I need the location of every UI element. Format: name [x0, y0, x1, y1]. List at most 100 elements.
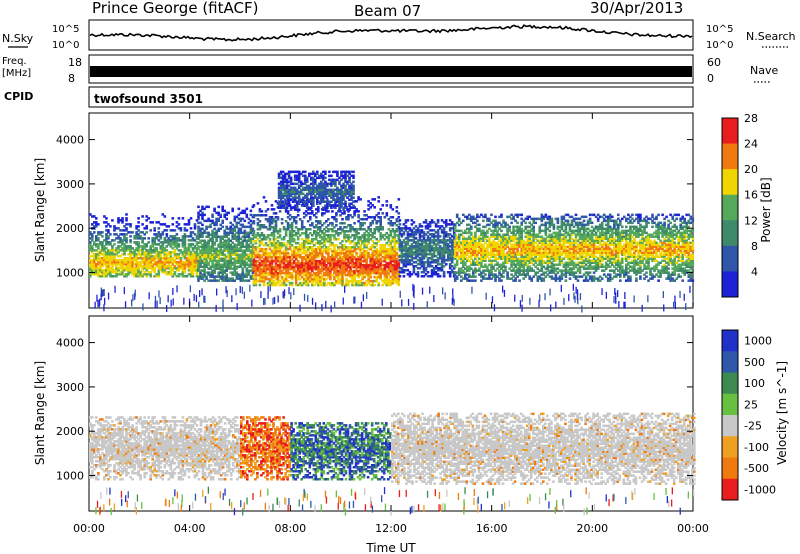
scatter-cell — [341, 281, 344, 285]
scatter-cell — [241, 267, 245, 270]
scatter-cell — [284, 271, 288, 275]
scatter-cell — [105, 267, 108, 270]
scatter-cell — [342, 206, 345, 209]
scatter-cell — [442, 271, 446, 274]
scatter-cell — [123, 263, 126, 266]
scatter-cell — [249, 227, 253, 231]
scatter-cell — [320, 200, 323, 203]
scatter-cell — [282, 283, 286, 287]
scatter-cell — [272, 255, 276, 259]
scatter-cell — [339, 246, 342, 249]
scatter-cell — [320, 176, 323, 180]
scatter-cell — [349, 253, 352, 257]
scatter-cell — [280, 246, 284, 249]
scatter-cell — [334, 178, 337, 182]
scatter-cell — [262, 275, 266, 279]
scatter-cell — [325, 234, 328, 237]
scatter-cell — [412, 221, 416, 224]
scatter-cell — [157, 227, 161, 230]
scatter-cell — [251, 277, 255, 280]
scatter-cell — [339, 271, 342, 275]
scatter-cell — [336, 200, 339, 203]
scatter-cell — [260, 247, 264, 251]
nsky-tick-bottom: 10^0 — [52, 40, 79, 51]
scatter-cell — [288, 281, 292, 285]
scatter-cell — [117, 227, 120, 230]
scatter-cell — [389, 247, 393, 251]
scatter-cell — [209, 273, 212, 276]
scatter-cell — [377, 271, 380, 275]
scatter-cell — [225, 225, 228, 229]
scatter-cell — [254, 253, 258, 257]
scatter-cell — [264, 269, 268, 273]
scatter-cell — [353, 261, 356, 265]
scatter-cell — [89, 249, 92, 252]
scatter-cell — [201, 227, 204, 231]
scatter-cell — [308, 190, 311, 194]
scatter-cell — [293, 196, 297, 199]
scatter-cell — [302, 281, 306, 285]
scatter-cell — [201, 211, 204, 215]
scatter-cell — [189, 231, 193, 234]
scatter-cell — [329, 271, 332, 275]
scatter-cell — [325, 226, 328, 229]
scatter-cell — [344, 178, 347, 182]
scatter-cell — [353, 236, 356, 239]
scatter-cell — [357, 240, 360, 243]
scatter-cell — [272, 269, 276, 273]
scatter-cell — [404, 247, 408, 250]
scatter-cell — [389, 232, 393, 235]
scatter-cell — [189, 255, 193, 258]
scatter-cell — [343, 257, 346, 261]
scatter-cell — [191, 247, 195, 250]
scatter-cell — [151, 257, 154, 260]
scatter-cell — [278, 263, 282, 267]
scatter-cell — [320, 184, 323, 188]
scatter-cell — [381, 246, 384, 249]
scatter-cell — [359, 222, 362, 225]
scatter-cell — [357, 271, 360, 275]
scatter-cell — [397, 198, 401, 201]
scatter-cell — [311, 247, 314, 251]
scatter-cell — [239, 273, 243, 276]
scatter-cell — [482, 219, 485, 223]
scatter-cell — [264, 255, 268, 259]
scatter-cell — [304, 275, 308, 279]
scatter-cell — [157, 265, 161, 268]
scatter-cell — [252, 269, 256, 273]
scatter-cell — [95, 217, 98, 220]
scatter-cell — [316, 200, 319, 203]
scatter-cell — [288, 230, 292, 233]
scatter-cell — [363, 275, 366, 279]
scatter-cell — [329, 281, 332, 285]
scatter-cell — [249, 241, 253, 244]
scatter-cell — [239, 275, 243, 278]
scatter-cell — [327, 251, 330, 255]
scatter-cell — [337, 269, 340, 273]
scatter-cell — [315, 247, 318, 251]
scatter-cell — [266, 218, 270, 221]
scatter-cell — [317, 261, 320, 265]
scatter-cell — [337, 232, 340, 235]
scatter-cell — [231, 241, 234, 244]
scatter-cell — [371, 236, 374, 239]
scatter-cell — [408, 271, 412, 274]
scatter-cell — [264, 226, 268, 229]
scatter-cell — [215, 267, 218, 270]
scatter-cell — [321, 277, 324, 281]
scatter-cell — [283, 176, 287, 180]
scatter-cell — [197, 255, 200, 258]
cpid-value: twofsound 3501 — [94, 92, 203, 106]
scatter-cell — [135, 255, 138, 258]
scatter-cell — [349, 251, 352, 255]
scatter-cell — [209, 279, 212, 282]
scatter-cell — [284, 210, 288, 213]
scatter-cell — [129, 249, 132, 252]
scatter-cell — [347, 273, 350, 277]
scatter-cell — [163, 253, 167, 256]
scatter-cell — [101, 245, 104, 248]
scatter-cell — [252, 246, 256, 249]
scatter-cell — [159, 259, 163, 262]
scatter-cell — [290, 251, 294, 255]
scatter-cell — [197, 241, 200, 244]
